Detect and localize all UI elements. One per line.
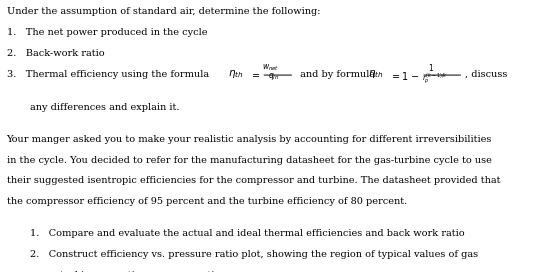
Text: Under the assumption of standard air, determine the following:: Under the assumption of standard air, de… (7, 7, 320, 16)
Text: , discuss: , discuss (465, 70, 507, 79)
Text: in the cycle. You decided to refer for the manufacturing datasheet for the gas-t: in the cycle. You decided to refer for t… (7, 156, 491, 165)
Text: $1$: $1$ (428, 62, 434, 73)
Text: $\eta_{th}$: $\eta_{th}$ (228, 68, 243, 80)
Text: $= 1-$: $= 1-$ (390, 70, 419, 82)
Text: Your manger asked you to make your realistic analysis by accounting for differen: Your manger asked you to make your reali… (7, 135, 492, 144)
Text: $r_p^{(k-1)/k}$: $r_p^{(k-1)/k}$ (422, 71, 448, 86)
Text: 1.   Compare and evaluate the actual and ideal thermal efficiencies and back wor: 1. Compare and evaluate the actual and i… (30, 229, 465, 238)
Text: 1.   The net power produced in the cycle: 1. The net power produced in the cycle (7, 28, 207, 37)
Text: 2.   Back-work ratio: 2. Back-work ratio (7, 49, 104, 58)
Text: any differences and explain it.: any differences and explain it. (30, 103, 180, 112)
Text: the compressor efficiency of 95 percent and the turbine efficiency of 80 percent: the compressor efficiency of 95 percent … (7, 197, 407, 206)
Text: $q_{in}$: $q_{in}$ (268, 71, 279, 82)
Text: 2.   Construct efficiency vs. pressure ratio plot, showing the region of typical: 2. Construct efficiency vs. pressure rat… (30, 250, 478, 259)
Text: $\eta_{th}$: $\eta_{th}$ (368, 68, 384, 80)
Text: their suggested isentropic efficiencies for the compressor and turbine. The data: their suggested isentropic efficiencies … (7, 177, 500, 186)
Text: $=$: $=$ (250, 70, 261, 79)
Text: $w_{net}$: $w_{net}$ (262, 62, 279, 73)
Text: and by formula: and by formula (297, 70, 375, 79)
Text: 3.   Thermal efficiency using the formula: 3. Thermal efficiency using the formula (7, 70, 209, 79)
Text: turbine operating pressure ratios.: turbine operating pressure ratios. (60, 271, 229, 272)
